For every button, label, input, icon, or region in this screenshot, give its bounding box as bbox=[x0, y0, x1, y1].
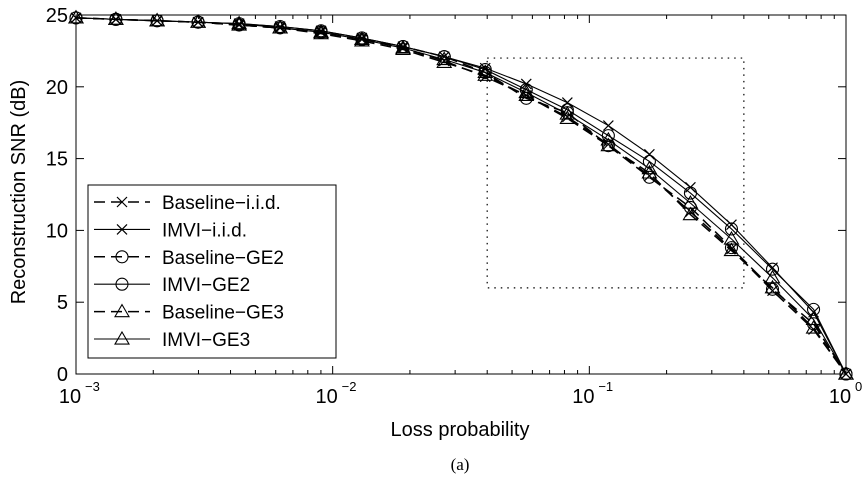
legend-marker bbox=[115, 277, 129, 291]
data-point-marker bbox=[436, 51, 453, 66]
data-point-marker bbox=[272, 19, 289, 34]
data-point-marker bbox=[518, 84, 535, 99]
data-point-marker bbox=[149, 12, 166, 27]
data-point-marker bbox=[560, 103, 574, 117]
data-point-marker bbox=[682, 195, 699, 209]
legend-marker bbox=[114, 330, 130, 345]
y-tick-label: 15 bbox=[46, 149, 68, 171]
series-6 bbox=[68, 9, 854, 380]
x-tick-label: 10 bbox=[829, 386, 851, 408]
data-point-marker bbox=[805, 311, 822, 326]
data-point-marker bbox=[395, 39, 411, 54]
data-point-marker bbox=[602, 120, 614, 131]
data-point-marker bbox=[437, 50, 451, 64]
data-point-marker bbox=[561, 97, 573, 109]
legend-marker bbox=[116, 196, 128, 208]
legend-label: Baseline−GE3 bbox=[162, 303, 284, 324]
data-point-marker bbox=[806, 302, 821, 316]
x-tick-exponent: −3 bbox=[85, 379, 100, 394]
data-point-marker bbox=[353, 31, 370, 46]
x-tick-label: 10 bbox=[59, 386, 81, 408]
data-point-marker bbox=[559, 105, 576, 120]
data-point-marker bbox=[764, 269, 781, 284]
data-point-marker bbox=[764, 279, 781, 294]
data-point-marker bbox=[642, 154, 656, 169]
data-point-marker bbox=[724, 222, 739, 236]
plot-area bbox=[68, 9, 854, 381]
x-tick-label: 10 bbox=[316, 386, 338, 408]
data-point-marker bbox=[477, 64, 494, 79]
legend-label: Baseline−GE2 bbox=[162, 248, 284, 269]
data-point-marker bbox=[107, 11, 124, 25]
y-tick-label: 0 bbox=[57, 364, 68, 386]
legend-label: Baseline−i.i.d. bbox=[162, 193, 281, 214]
y-axis-label: Reconstruction SNR (dB) bbox=[8, 80, 30, 305]
legend-label: IMVI−GE2 bbox=[162, 275, 250, 296]
data-point-marker bbox=[600, 131, 617, 146]
data-point-marker bbox=[683, 186, 697, 200]
axes-frame bbox=[75, 14, 847, 375]
data-point-marker bbox=[765, 262, 780, 276]
legend-marker bbox=[115, 250, 129, 264]
data-point-marker bbox=[765, 282, 780, 296]
x-tick-exponent: −2 bbox=[342, 379, 357, 394]
data-point-marker bbox=[805, 319, 822, 334]
legend-box bbox=[87, 184, 337, 359]
data-point-marker bbox=[723, 230, 740, 245]
legend-marker bbox=[114, 303, 130, 318]
data-point-marker bbox=[682, 206, 699, 221]
data-point-marker bbox=[559, 110, 576, 124]
y-tick-label: 5 bbox=[57, 292, 68, 314]
x-axis-label: Loss probability bbox=[391, 419, 530, 441]
data-point-marker bbox=[190, 14, 207, 28]
x-tick-exponent: 0 bbox=[855, 379, 862, 394]
y-tick-label: 10 bbox=[46, 220, 68, 242]
x-tick-exponent: −1 bbox=[598, 379, 613, 394]
legend: Baseline−i.i.d. IMVI−i.i.d. Baseline−GE2 IM… bbox=[87, 184, 337, 359]
data-point-marker bbox=[726, 219, 737, 231]
y-tick-label: 20 bbox=[46, 77, 68, 99]
data-point-marker bbox=[313, 24, 330, 38]
data-point-marker bbox=[723, 242, 740, 257]
series-line bbox=[75, 17, 847, 375]
data-point-marker bbox=[231, 15, 248, 30]
data-point-marker bbox=[724, 241, 739, 255]
data-point-marker bbox=[643, 148, 655, 160]
data-point-marker bbox=[436, 54, 453, 68]
x-tick-label: 10 bbox=[572, 386, 594, 408]
data-point-marker bbox=[838, 365, 854, 380]
legend-marker bbox=[116, 223, 128, 235]
legend-label: IMVI−GE3 bbox=[162, 330, 250, 351]
data-point-marker bbox=[641, 160, 658, 175]
zoom-box bbox=[486, 57, 745, 289]
legend-label: IMVI−i.i.d. bbox=[162, 220, 247, 241]
y-tick-label: 25 bbox=[46, 5, 68, 27]
figure-caption: (a) bbox=[451, 455, 470, 474]
